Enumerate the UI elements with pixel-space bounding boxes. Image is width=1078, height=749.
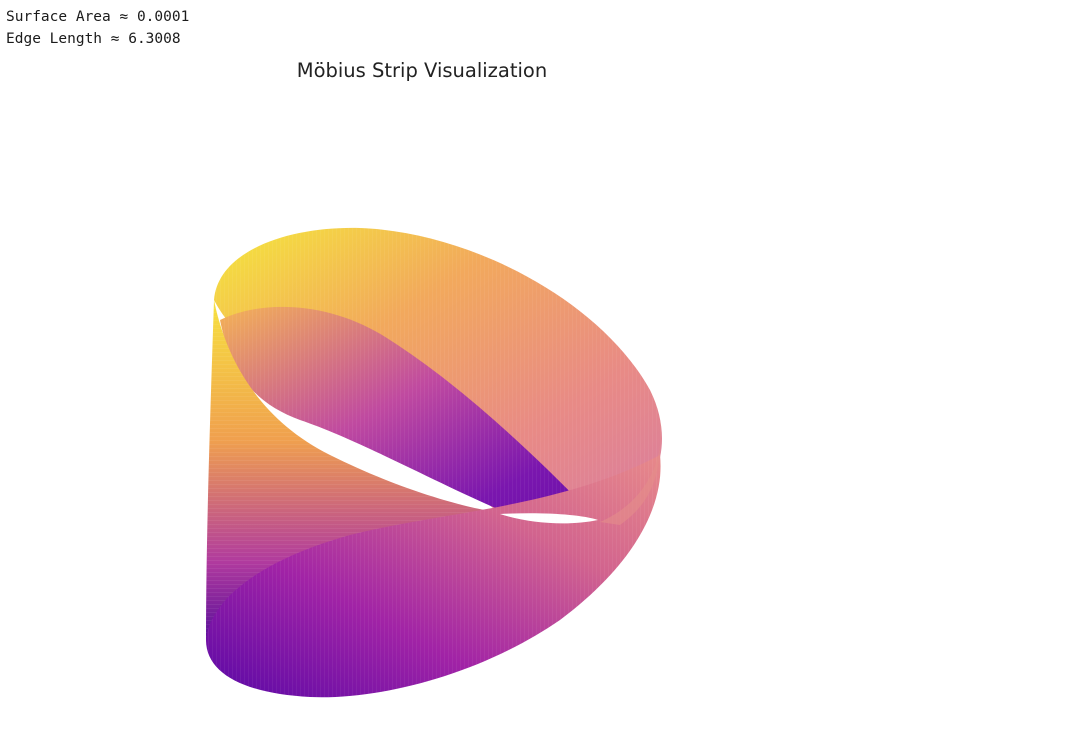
strip-gap xyxy=(500,513,598,524)
mobius-figure: Möbius Strip Visualization xyxy=(0,50,860,740)
figure-title: Möbius Strip Visualization xyxy=(296,59,548,82)
stdout-text: Surface Area ≈ 0.0001 Edge Length ≈ 6.300… xyxy=(6,6,189,50)
surface-area-line: Surface Area ≈ 0.0001 xyxy=(6,9,190,25)
edge-length-line: Edge Length ≈ 6.3008 xyxy=(6,31,181,47)
mobius-surface-plot xyxy=(206,227,662,698)
strip-right-edge xyxy=(600,420,661,525)
